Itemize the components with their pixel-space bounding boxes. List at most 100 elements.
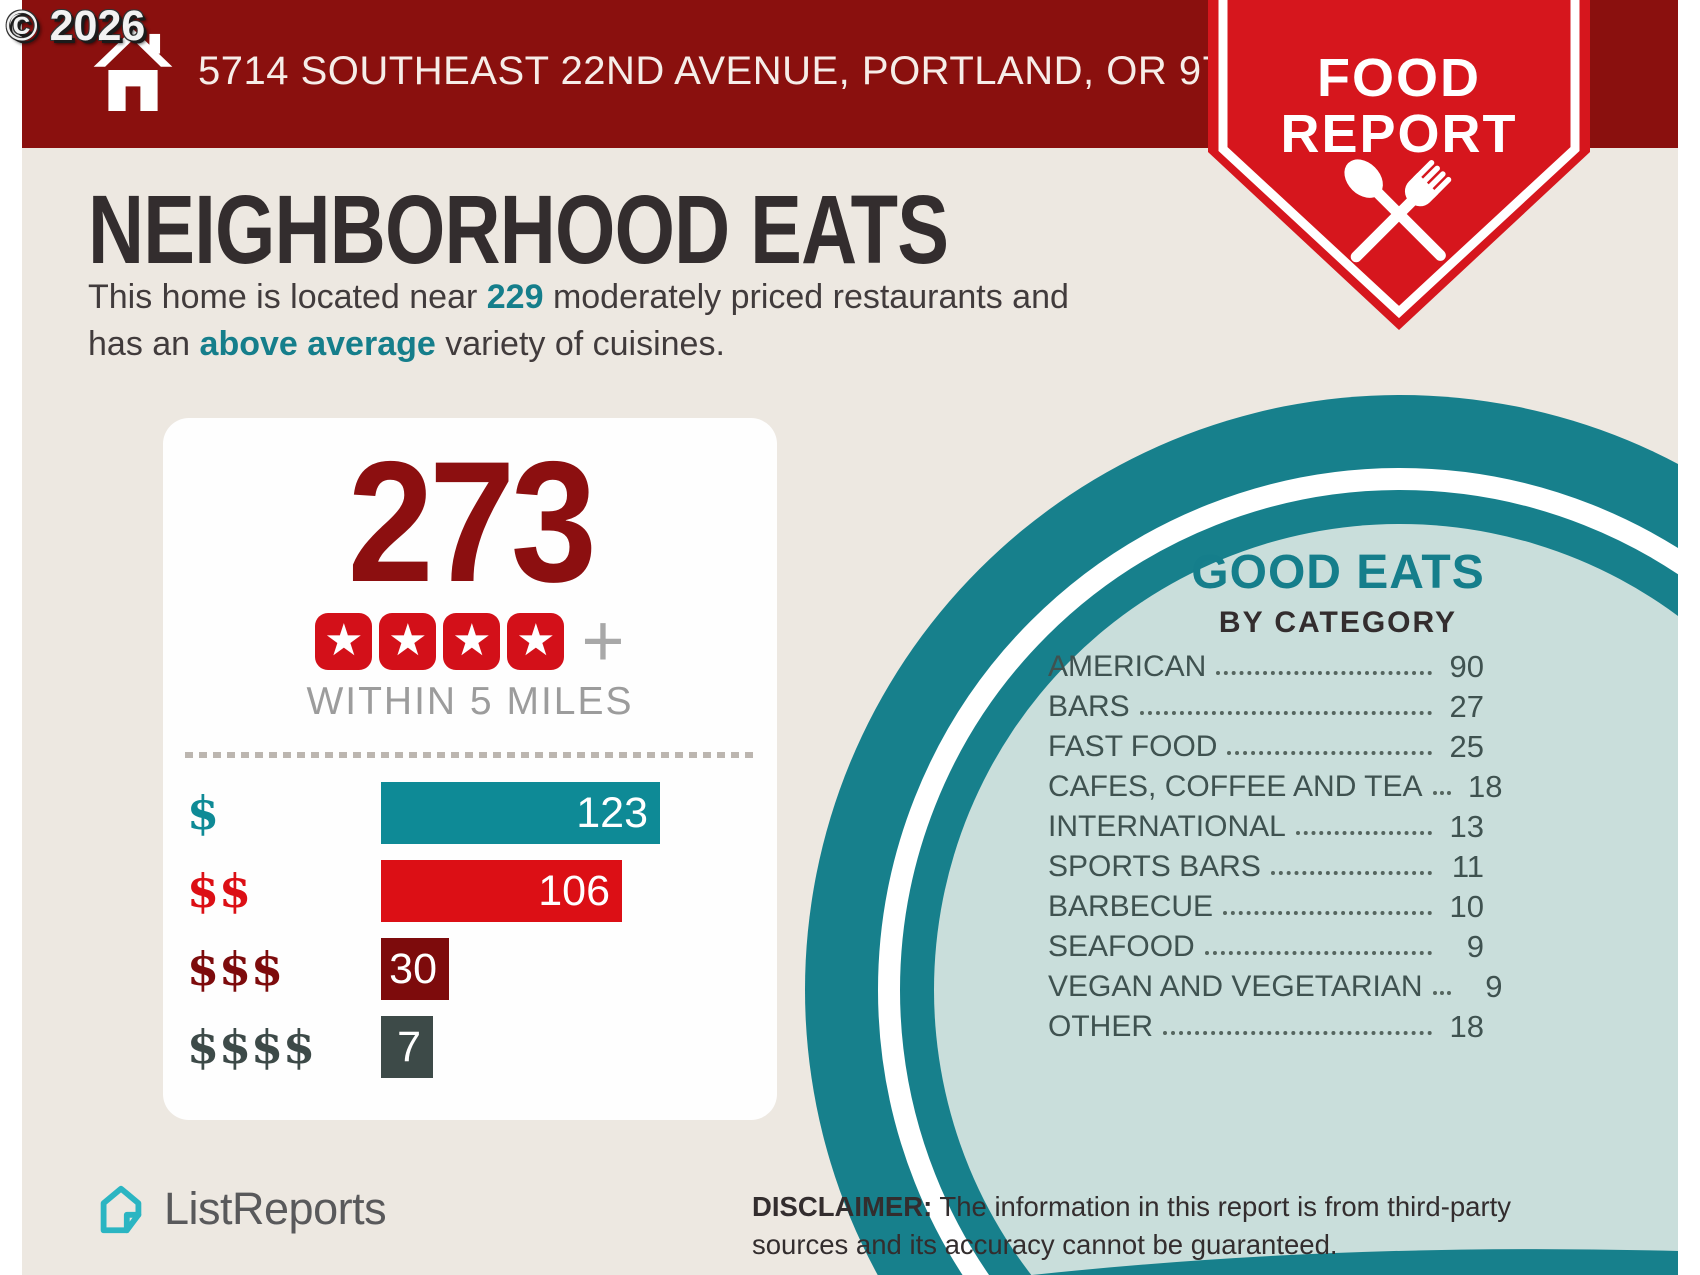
price-tier-value: 123 <box>576 788 648 837</box>
price-tier-value: 30 <box>389 944 437 993</box>
price-tier-row: $$$$ 7 <box>187 1016 777 1078</box>
category-row: BARS 27 <box>1048 689 1484 724</box>
category-label: INTERNATIONAL <box>1048 810 1286 843</box>
ribbon-shape <box>1208 0 1590 330</box>
restaurant-total: 273 <box>347 426 597 618</box>
dashed-divider <box>185 752 755 758</box>
intro-b1: moderately priced restaurants and <box>543 278 1069 316</box>
dotted-leader <box>1216 671 1432 675</box>
good-eats-circle-graphic <box>805 395 1678 1275</box>
category-row: INTERNATIONAL 13 <box>1048 809 1484 844</box>
category-row: SEAFOOD 9 <box>1048 929 1484 964</box>
white-ring <box>878 468 1678 1275</box>
category-value: 10 <box>1449 889 1484 924</box>
star-icon: ★ <box>315 612 373 670</box>
page-title: NEIGHBORHOOD EATS <box>88 175 949 284</box>
bottom-teal-arc <box>1032 1249 1678 1275</box>
dotted-leader <box>1432 991 1451 995</box>
category-value: 25 <box>1449 729 1484 764</box>
dotted-leader <box>1204 951 1432 955</box>
price-tier-bar: 30 <box>381 938 449 1000</box>
price-tier-value: 106 <box>538 866 610 915</box>
listreports-brand: ListReports <box>92 1180 387 1238</box>
price-tier-value: 7 <box>397 1022 421 1071</box>
category-label: CAFES, COFFEE AND TEA <box>1048 770 1423 803</box>
category-value: 18 <box>1468 769 1503 804</box>
star-icon: ★ <box>379 612 437 670</box>
radius-caption: WITHIN 5 MILES <box>306 680 634 723</box>
dotted-leader <box>1270 871 1432 875</box>
category-label: VEGAN AND VEGETARIAN <box>1048 970 1423 1003</box>
property-address: 5714 SOUTHEAST 22ND AVENUE, PORTLAND, OR… <box>198 48 1293 93</box>
price-bars: $ 123 $$ 106 $$$ 30 $$$$ 7 <box>163 782 777 1078</box>
food-report-ribbon: FOOD REPORT <box>1208 0 1590 330</box>
good-eats-subtitle: BY CATEGORY <box>1218 606 1458 639</box>
dotted-leader <box>1223 911 1432 915</box>
dotted-leader <box>1139 711 1432 715</box>
price-tier-bar: 123 <box>381 782 660 844</box>
inner-light-circle <box>934 524 1678 1275</box>
category-label: SEAFOOD <box>1048 930 1195 963</box>
ribbon-line1: FOOD <box>1317 48 1481 108</box>
star-icon: ★ <box>507 612 565 670</box>
dotted-leader <box>1432 791 1451 795</box>
price-tier-row: $$$ 30 <box>187 938 777 1000</box>
category-list: AMERICAN 90 BARS 27 FAST FOOD 25 CAFES, … <box>1048 649 1503 1052</box>
total-wrap: 273 <box>163 436 777 608</box>
category-value: 18 <box>1449 1009 1484 1044</box>
category-value: 9 <box>1485 969 1503 1004</box>
dotted-leader <box>1163 1031 1432 1035</box>
intro-a: This home is located near <box>88 278 487 316</box>
variety-highlight: above average <box>199 324 436 363</box>
intro-b2: has an <box>88 324 200 363</box>
copyright-watermark: © 2026 <box>6 2 146 50</box>
star-rating: ★ ★ ★ ★ + <box>163 599 777 682</box>
price-tier-label: $$$ <box>187 942 284 996</box>
category-row: BARBECUE 10 <box>1048 889 1484 924</box>
dotted-leader <box>1227 751 1432 755</box>
price-tier-bar: 106 <box>381 860 622 922</box>
category-row: FAST FOOD 25 <box>1048 729 1484 764</box>
category-value: 11 <box>1451 849 1484 884</box>
category-label: BARS <box>1048 690 1130 723</box>
category-row: CAFES, COFFEE AND TEA 18 <box>1048 770 1503 803</box>
price-tier-label: $$$$ <box>187 1020 316 1074</box>
category-label: SPORTS BARS <box>1048 850 1261 883</box>
price-tier-row: $$ 106 <box>187 860 777 922</box>
category-row: VEGAN AND VEGETARIAN 9 <box>1048 970 1503 1003</box>
category-value: 90 <box>1449 649 1484 684</box>
disclaimer-label: DISCLAIMER: <box>752 1191 933 1222</box>
star-icon: ★ <box>443 612 501 670</box>
plus-icon: + <box>581 599 625 682</box>
price-tier-label: $$ <box>187 864 252 918</box>
home-icon <box>93 29 173 111</box>
listreports-logo-icon <box>100 1185 142 1234</box>
listreports-wordmark: ListReports <box>164 1183 387 1234</box>
category-row: SPORTS BARS 11 <box>1048 849 1484 884</box>
category-row: OTHER 18 <box>1048 1009 1484 1044</box>
utensils-icon <box>1344 159 1452 263</box>
restaurant-count: 229 <box>486 278 544 316</box>
price-tier-row: $ 123 <box>187 782 777 844</box>
good-eats-title: GOOD EATS <box>1191 546 1485 599</box>
restaurant-stat-card: 273 ★ ★ ★ ★ + WITHIN 5 MILES $ 123 $$ 106 $$… <box>163 418 777 1120</box>
good-eats-heading: GOOD EATS BY CATEGORY <box>1128 545 1548 640</box>
category-label: OTHER <box>1048 1010 1153 1043</box>
category-label: FAST FOOD <box>1048 730 1218 763</box>
category-value: 9 <box>1466 929 1484 964</box>
disclaimer-text: The information in this report is from t… <box>752 1191 1512 1260</box>
intro-c: variety of cuisines. <box>435 324 725 363</box>
ribbon-border <box>1218 0 1580 319</box>
category-value: 13 <box>1449 809 1484 844</box>
intro-text: This home is located near 229 moderately… <box>88 274 1118 368</box>
price-tier-label: $ <box>187 786 220 840</box>
price-tier-bar: 7 <box>381 1016 433 1078</box>
category-row: AMERICAN 90 <box>1048 649 1484 684</box>
ribbon-line2: REPORT <box>1280 104 1517 164</box>
category-label: BARBECUE <box>1048 890 1214 923</box>
disclaimer: DISCLAIMER: The information in this repo… <box>752 1188 1552 1264</box>
category-value: 27 <box>1449 689 1484 724</box>
report-page: 5714 SOUTHEAST 22ND AVENUE, PORTLAND, OR… <box>22 0 1678 1275</box>
category-label: AMERICAN <box>1048 650 1207 683</box>
dotted-leader <box>1295 831 1432 835</box>
